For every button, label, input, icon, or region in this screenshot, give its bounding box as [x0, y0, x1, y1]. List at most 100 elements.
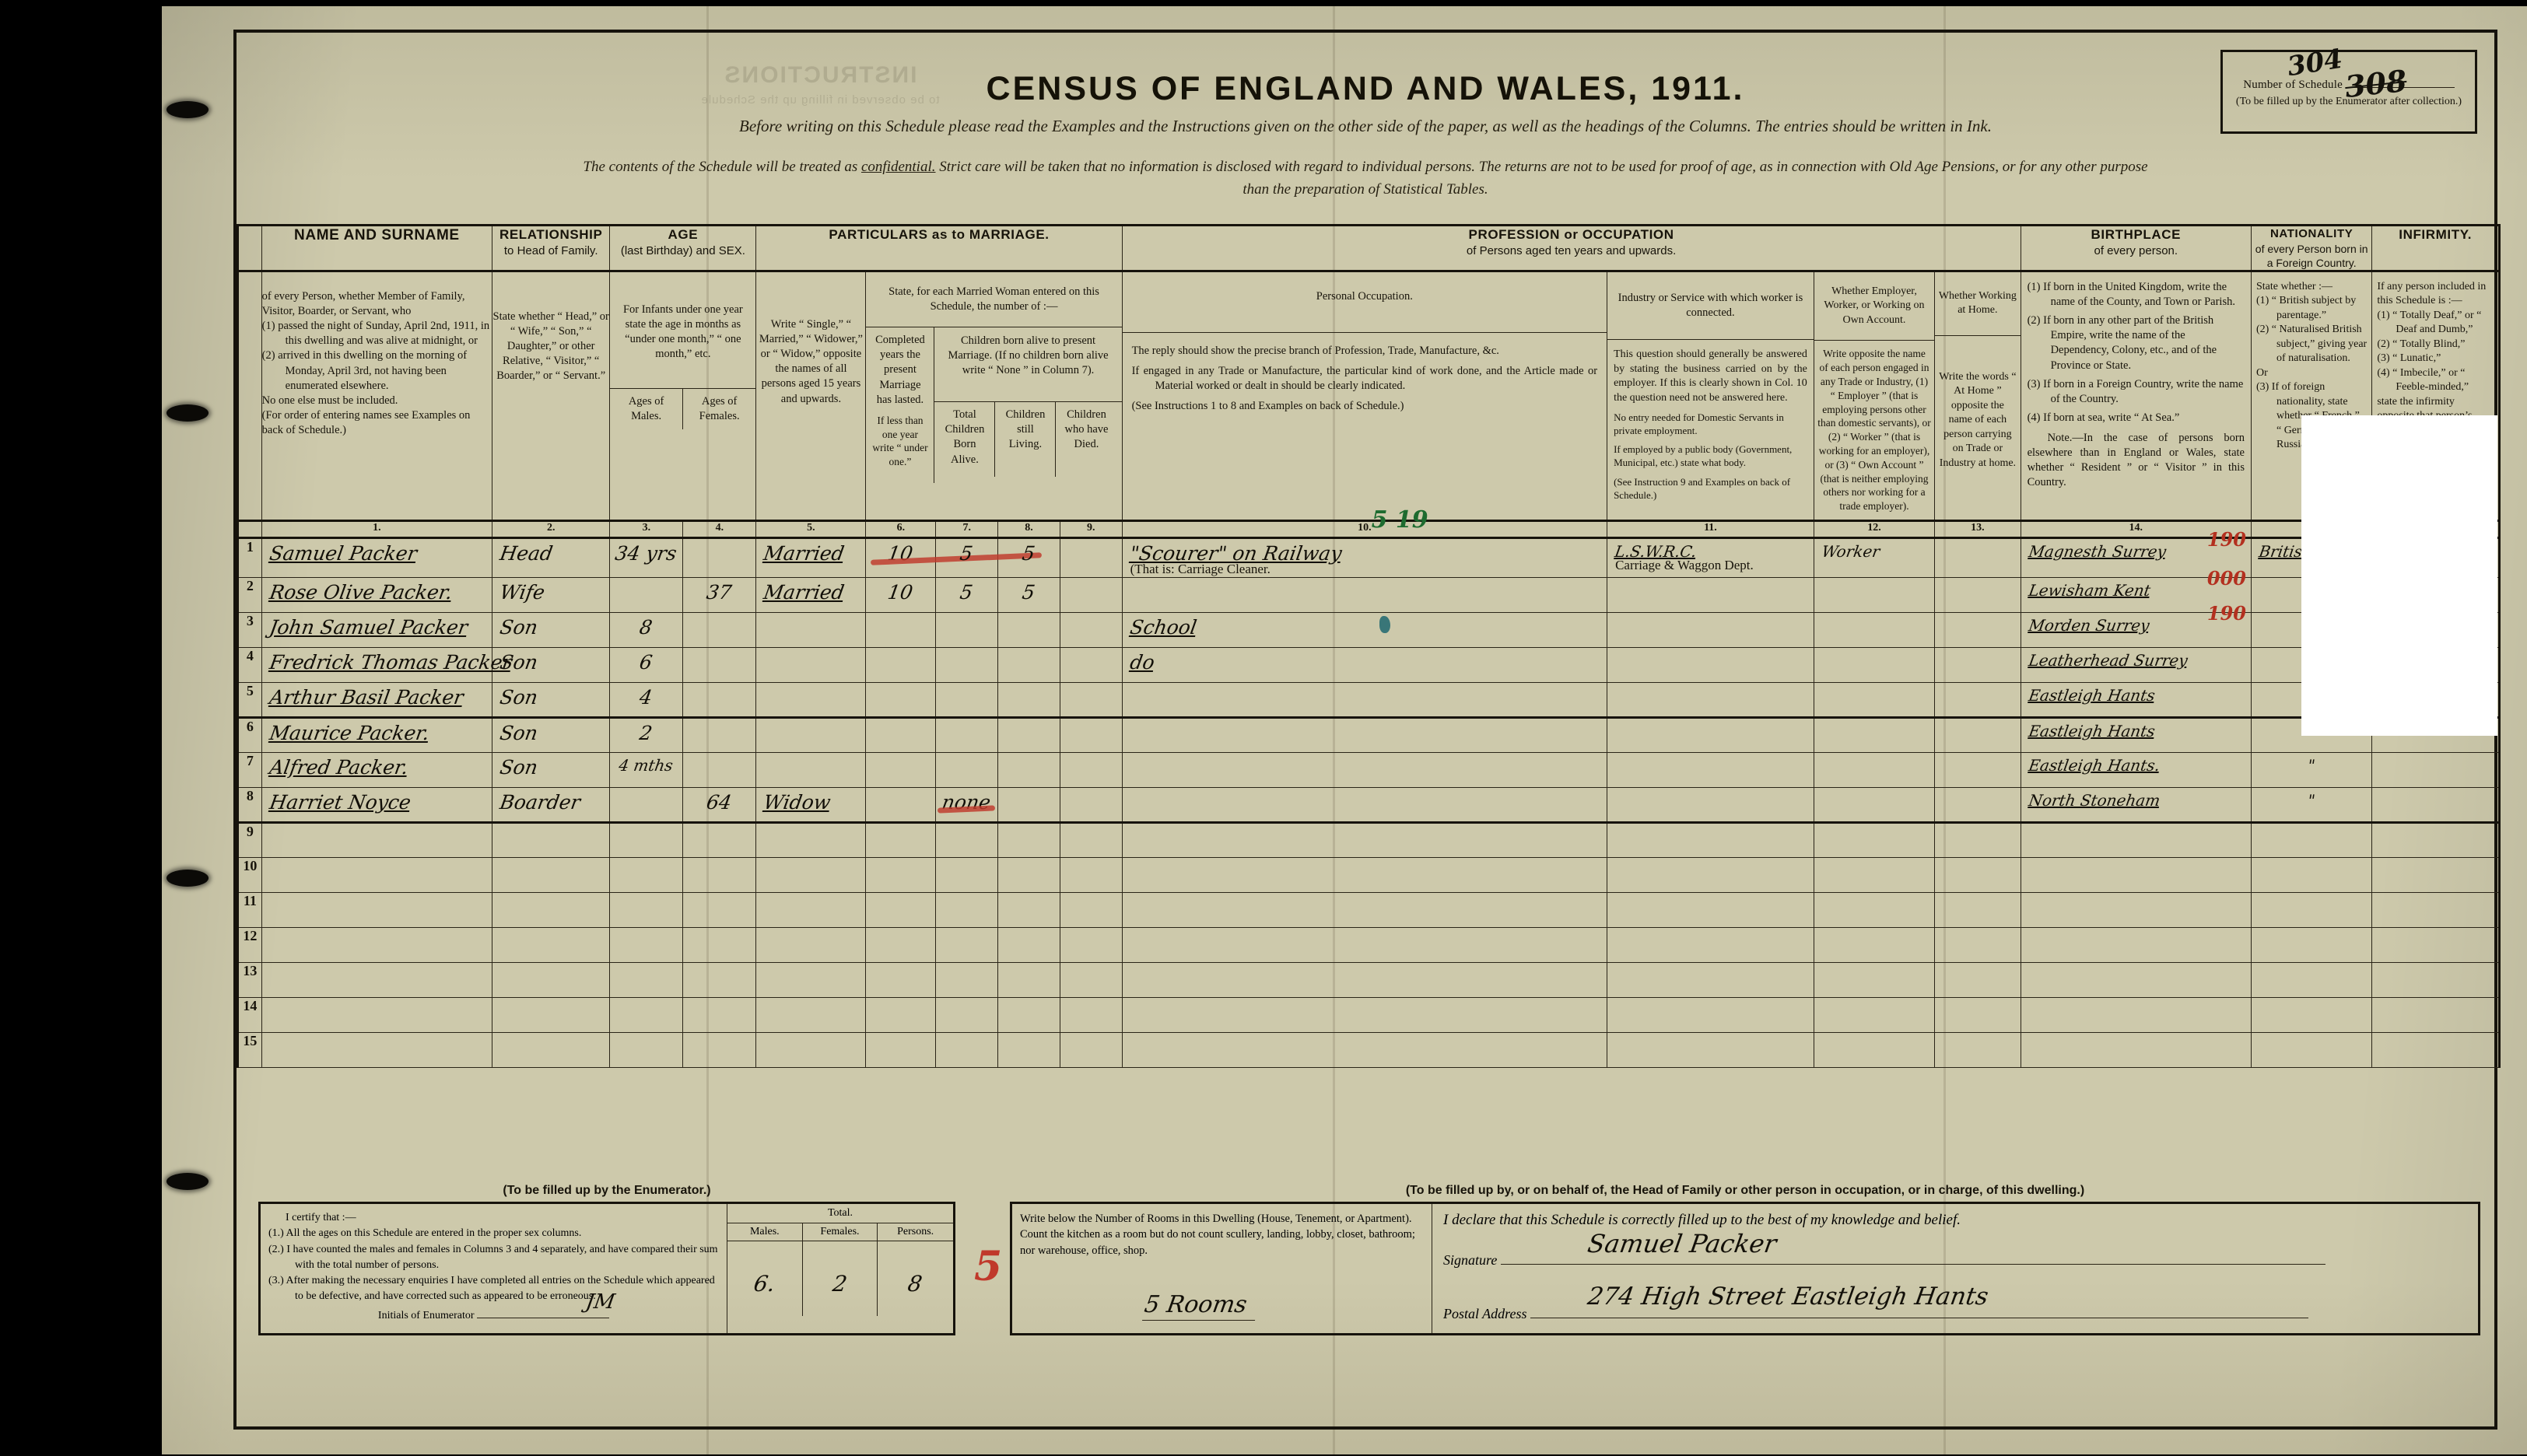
cell-age-males[interactable] [609, 787, 684, 824]
cell-relationship[interactable] [492, 822, 611, 859]
cell-working-at-home[interactable] [1934, 997, 2021, 1034]
cell-years-married[interactable] [865, 927, 937, 964]
cell-years-married[interactable] [865, 647, 937, 684]
cell-name[interactable] [261, 857, 493, 894]
cell-personal-occupation[interactable] [1121, 997, 1608, 1034]
cell-marital-condition[interactable] [755, 682, 867, 719]
cell-marital-condition[interactable]: Widow [755, 787, 867, 824]
cell-children-died[interactable] [1059, 892, 1123, 929]
cell-working-at-home[interactable] [1934, 647, 2021, 684]
table-row[interactable]: 11 [237, 892, 2501, 929]
cell-birthplace[interactable]: Eastleigh Hants [2020, 682, 2252, 719]
row-number[interactable]: 9 [237, 822, 262, 859]
cell-children-still-living[interactable]: 5 [997, 537, 1060, 579]
cell-name[interactable] [261, 997, 493, 1034]
cell-infirmity[interactable] [2371, 1032, 2501, 1069]
cell-children-died[interactable] [1059, 682, 1123, 719]
cell-personal-occupation[interactable] [1121, 892, 1608, 929]
row-number[interactable]: 15 [237, 1032, 262, 1069]
cell-age-males[interactable] [609, 927, 684, 964]
cell-relationship[interactable] [492, 857, 611, 894]
cell-name[interactable] [261, 962, 493, 999]
cell-infirmity[interactable] [2371, 892, 2501, 929]
cell-infirmity[interactable] [2371, 752, 2501, 789]
cell-name[interactable]: Harriet Noyce [261, 787, 493, 824]
cell-marital-condition[interactable] [755, 612, 867, 649]
cell-employer-status[interactable] [1813, 892, 1936, 929]
cell-personal-occupation[interactable] [1121, 927, 1608, 964]
cell-relationship[interactable]: Son [492, 717, 611, 754]
cell-industry[interactable] [1607, 892, 1814, 929]
cell-children-born-alive[interactable] [935, 822, 999, 859]
cell-children-still-living[interactable] [997, 717, 1060, 754]
cell-birthplace[interactable]: Eastleigh Hants. [2020, 752, 2252, 789]
cell-marital-condition[interactable] [755, 962, 867, 999]
cell-children-still-living[interactable] [997, 997, 1060, 1034]
row-number[interactable]: 14 [237, 997, 262, 1034]
cell-employer-status[interactable] [1813, 717, 1936, 754]
cell-birthplace[interactable]: Magnesth Surrey 190 [2020, 528, 2252, 579]
table-row[interactable]: 4 Fredrick Thomas Packer Son 6 do Leatherhead… [237, 647, 2501, 684]
cell-age-females[interactable] [682, 857, 757, 894]
cell-industry[interactable] [1607, 997, 1814, 1034]
cell-personal-occupation[interactable] [1121, 822, 1608, 859]
cell-relationship[interactable]: Son [492, 752, 611, 789]
cell-birthplace[interactable]: Morden Surrey 190 [2020, 602, 2252, 649]
cell-working-at-home[interactable] [1934, 717, 2021, 754]
cell-age-females[interactable] [682, 1032, 757, 1069]
cell-relationship[interactable]: Son [492, 682, 611, 719]
cell-years-married[interactable] [865, 612, 937, 649]
row-number[interactable]: 4 [237, 647, 262, 684]
cell-working-at-home[interactable] [1934, 892, 2021, 929]
cell-years-married[interactable] [865, 787, 937, 824]
cell-name[interactable]: Fredrick Thomas Packer [261, 647, 513, 684]
cell-age-females[interactable] [682, 892, 757, 929]
cell-working-at-home[interactable] [1934, 537, 2021, 579]
cell-age-females[interactable] [682, 752, 757, 789]
cell-marital-condition[interactable] [755, 927, 867, 964]
cell-years-married[interactable]: 10 [865, 577, 937, 614]
cell-name[interactable]: Maurice Packer. [261, 717, 493, 754]
cell-age-females[interactable] [682, 682, 757, 719]
cell-nationality[interactable] [2250, 857, 2373, 894]
cell-age-males[interactable] [609, 962, 684, 999]
cell-personal-occupation[interactable] [1121, 717, 1608, 754]
cell-years-married[interactable] [865, 857, 937, 894]
cell-working-at-home[interactable] [1934, 962, 2021, 999]
cell-children-still-living[interactable] [997, 1032, 1060, 1069]
row-number[interactable]: 11 [237, 892, 262, 929]
table-row[interactable]: 2 Rose Olive Packer. Wife 37 Married 10 5 5 Lewi… [237, 567, 2501, 614]
cell-employer-status[interactable] [1813, 962, 1936, 999]
cell-age-males[interactable] [609, 892, 684, 929]
cell-name[interactable] [261, 822, 493, 859]
cell-industry[interactable] [1607, 577, 1814, 614]
cell-years-married[interactable] [865, 997, 937, 1034]
cell-working-at-home[interactable] [1934, 927, 2021, 964]
cell-children-still-living[interactable] [997, 962, 1060, 999]
cell-nationality[interactable] [2250, 997, 2373, 1034]
cell-birthplace[interactable] [2020, 822, 2252, 859]
cell-industry[interactable] [1607, 857, 1814, 894]
cell-working-at-home[interactable] [1934, 682, 2021, 719]
cell-relationship[interactable]: Wife [492, 577, 611, 614]
row-number[interactable]: 1 [237, 537, 262, 579]
cell-years-married[interactable] [865, 822, 937, 859]
cell-nationality[interactable] [2250, 1032, 2373, 1069]
cell-infirmity[interactable] [2371, 857, 2501, 894]
cell-industry[interactable] [1607, 927, 1814, 964]
cell-nationality[interactable] [2250, 962, 2373, 999]
cell-name[interactable]: Samuel Packer [261, 537, 493, 579]
row-number[interactable]: 2 [237, 577, 262, 614]
cell-children-born-alive[interactable] [935, 647, 999, 684]
cell-children-died[interactable] [1059, 997, 1123, 1034]
cell-relationship[interactable]: Boarder [492, 787, 611, 824]
cell-birthplace[interactable]: North Stoneham [2020, 787, 2252, 824]
cell-relationship[interactable] [492, 1032, 611, 1069]
cell-children-still-living[interactable] [997, 752, 1060, 789]
cell-marital-condition[interactable] [755, 647, 867, 684]
table-row[interactable]: 10 [237, 857, 2501, 894]
cell-relationship[interactable]: Head [492, 537, 611, 579]
cell-age-females[interactable] [682, 997, 757, 1034]
table-row[interactable]: 9 [237, 822, 2501, 859]
table-row[interactable]: 14 [237, 997, 2501, 1034]
